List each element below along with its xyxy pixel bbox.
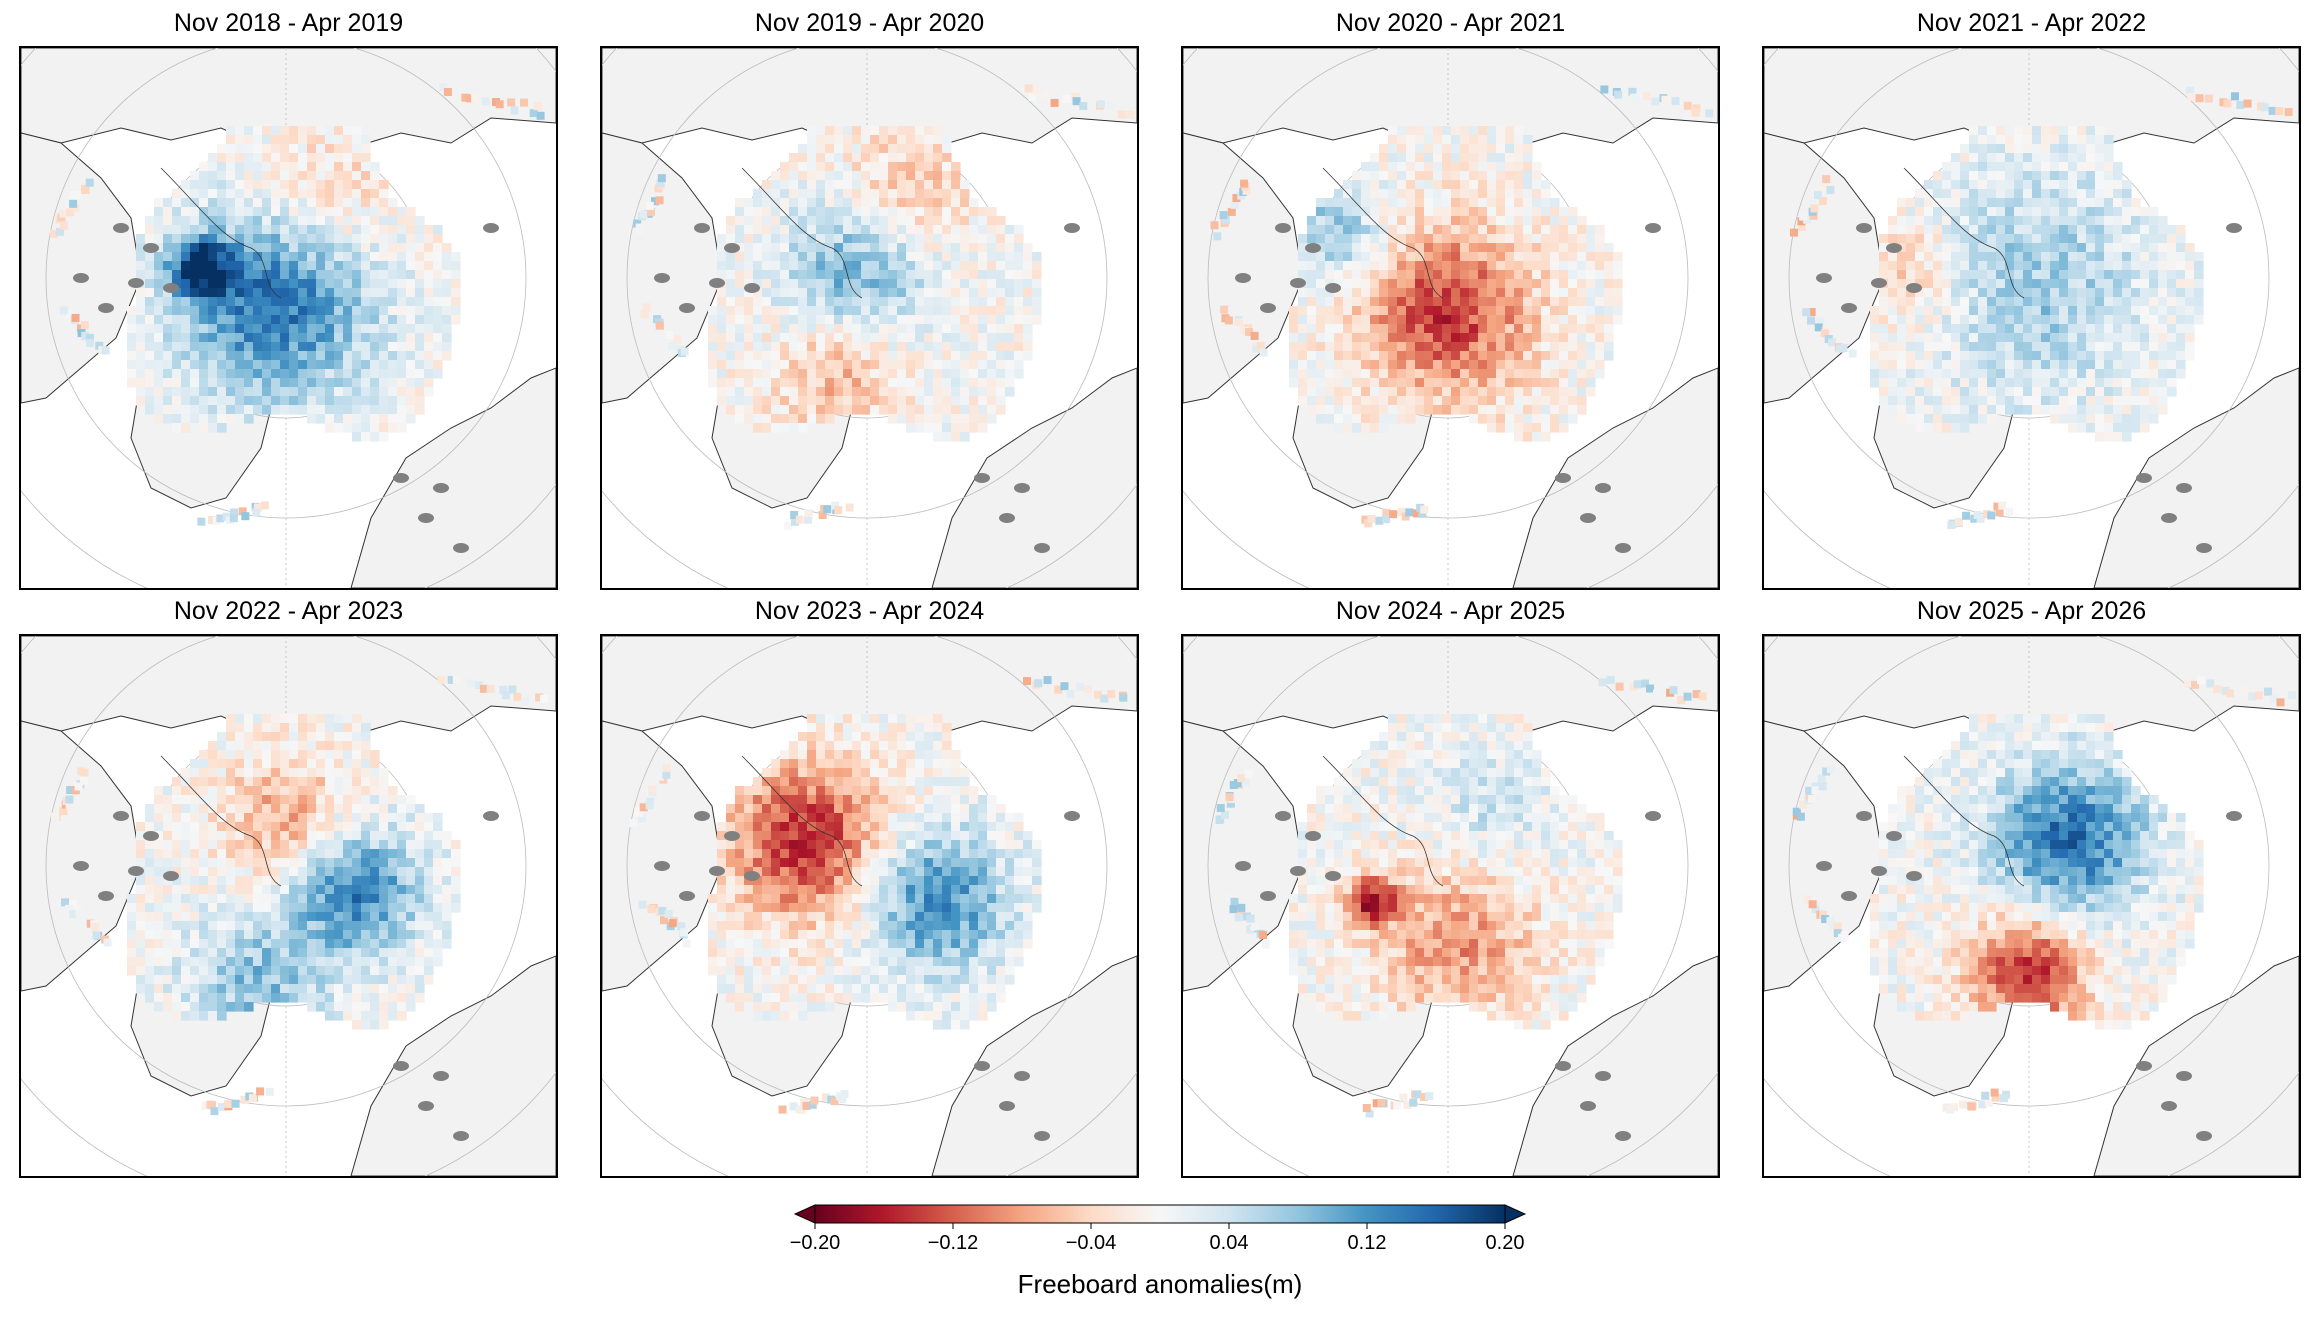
coastline	[160, 755, 282, 887]
colorbar-tick-label: 0.20	[1486, 1232, 1525, 1254]
panel-title: Nov 2022 - Apr 2023	[173, 597, 404, 625]
map-canvas	[1183, 48, 1718, 588]
islands	[1816, 223, 2242, 553]
map-panel: Nov 2022 - Apr 2023	[19, 597, 558, 1178]
freeboard-anomaly	[1215, 675, 1707, 1118]
panel-title: Nov 2024 - Apr 2025	[1335, 597, 1566, 625]
coastline	[741, 755, 863, 887]
colorbar-tick-label: −0.20	[790, 1232, 841, 1254]
freeboard-anomaly	[1789, 86, 2293, 530]
map-canvas	[602, 48, 1137, 588]
map-panel: Nov 2018 - Apr 2019	[19, 9, 558, 590]
map-panel: Nov 2024 - Apr 2025	[1181, 597, 1720, 1178]
arctic-map	[600, 46, 1139, 590]
freeboard-anomaly	[51, 675, 548, 1116]
arctic-map	[19, 46, 558, 590]
freeboard-anomaly	[629, 676, 1128, 1114]
islands	[654, 223, 1080, 553]
coastline	[1903, 167, 2025, 299]
colorbar-tick-label: 0.12	[1348, 1232, 1387, 1254]
map-canvas	[21, 636, 556, 1176]
coastline	[1903, 755, 2025, 887]
panel-title: Nov 2025 - Apr 2026	[1916, 597, 2147, 625]
colorbar-max-extend	[1504, 1204, 1527, 1224]
colorbar-label: Freeboard anomalies(m)	[1017, 1269, 1303, 1299]
map-canvas	[21, 48, 556, 588]
arctic-map	[600, 634, 1139, 1178]
map-canvas	[1764, 48, 2299, 588]
coastline	[160, 167, 282, 299]
map-canvas	[1183, 636, 1718, 1176]
coastline	[741, 167, 863, 299]
panel-title: Nov 2019 - Apr 2020	[754, 9, 985, 37]
arctic-map	[1181, 46, 1720, 590]
freeboard-anomaly	[1210, 85, 1714, 528]
colorbar-scale: −0.20 −0.12 −0.04 0.04 0.12 0.20	[790, 1204, 1527, 1254]
islands	[73, 811, 499, 1141]
colorbar-tick-label: −0.12	[928, 1232, 979, 1254]
colorbar-tick-label: 0.04	[1210, 1232, 1249, 1254]
map-canvas	[602, 636, 1137, 1176]
colorbar-min-extend	[793, 1204, 816, 1224]
islands	[73, 223, 499, 553]
colorbar-tick-label: −0.04	[1066, 1232, 1117, 1254]
islands	[1235, 811, 1661, 1141]
panel-title: Nov 2021 - Apr 2022	[1916, 9, 2147, 37]
map-panel: Nov 2021 - Apr 2022	[1762, 9, 2301, 590]
coastline	[1322, 167, 1444, 299]
panel-title: Nov 2023 - Apr 2024	[754, 597, 985, 625]
islands	[1816, 811, 2242, 1141]
islands	[654, 811, 1080, 1141]
arctic-map	[1181, 634, 1720, 1178]
freeboard-anomaly	[1792, 676, 2297, 1114]
freeboard-anomaly	[49, 83, 545, 526]
map-panel: Nov 2019 - Apr 2020	[600, 9, 1139, 590]
freeboard-anomaly	[633, 84, 1134, 530]
arctic-map	[19, 634, 558, 1178]
islands	[1235, 223, 1661, 553]
map-panel: Nov 2020 - Apr 2021	[1181, 9, 1720, 590]
coastline	[1322, 755, 1444, 887]
map-canvas	[1764, 636, 2299, 1176]
arctic-map	[1762, 634, 2301, 1178]
panel-title: Nov 2020 - Apr 2021	[1335, 9, 1566, 37]
panel-title: Nov 2018 - Apr 2019	[173, 9, 404, 37]
map-panel: Nov 2025 - Apr 2026	[1762, 597, 2301, 1178]
arctic-map	[1762, 46, 2301, 590]
colorbar-gradient	[814, 1204, 1506, 1224]
map-panel: Nov 2023 - Apr 2024	[600, 597, 1139, 1178]
colorbar: −0.20 −0.12 −0.04 0.04 0.12 0.20 Freeboard an…	[790, 1195, 1527, 1319]
